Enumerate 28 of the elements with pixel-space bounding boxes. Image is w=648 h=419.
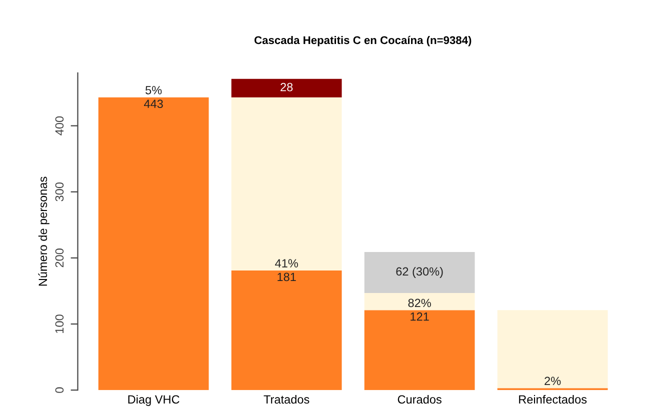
data-label: 443 <box>144 100 163 108</box>
y-tick-label: 400 <box>55 116 64 136</box>
bar <box>364 292 475 310</box>
annotation: 5% <box>146 86 162 94</box>
y-tick-label: 100 <box>55 314 64 333</box>
data-label: 62 (30%) <box>396 266 443 278</box>
x-tick-label: Reinfectados <box>519 394 587 404</box>
bar <box>364 310 475 390</box>
y-tick-label: 300 <box>55 182 64 202</box>
y-tick-label: 200 <box>55 248 64 268</box>
x-tick-label: Curados <box>398 394 442 404</box>
x-tick-label: Tratados <box>264 394 310 404</box>
y-axis-title: Número de personas <box>38 176 50 286</box>
data-label: 121 <box>410 312 429 321</box>
chart-title: Cascada Hepatitis C en Cocaína (n=9384) <box>254 36 472 46</box>
data-label: 181 <box>278 272 296 282</box>
data-label: 28 <box>280 82 293 92</box>
bar <box>231 78 342 98</box>
bar <box>231 97 342 270</box>
annotation: 82% <box>408 298 431 308</box>
annotation: 41% <box>275 259 298 268</box>
y-tick-label: 0 <box>55 387 64 393</box>
x-tick-label: Diag VHC <box>128 394 180 406</box>
annotation: 2% <box>544 376 561 386</box>
bar <box>364 252 475 293</box>
bar <box>231 270 342 390</box>
bar <box>98 97 209 390</box>
bar <box>497 310 608 388</box>
